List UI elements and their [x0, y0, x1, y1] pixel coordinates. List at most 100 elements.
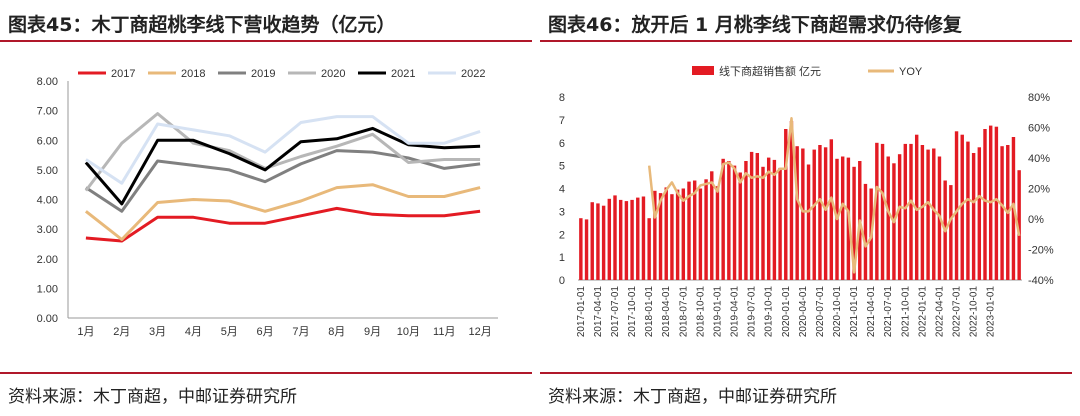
bar	[932, 148, 936, 280]
bar	[630, 199, 634, 280]
legend-label: 2022	[461, 68, 485, 80]
x-tick-label: 2022-04-01	[935, 286, 946, 338]
x-tick-label: 2022-10-01	[969, 286, 980, 338]
chart-panel-demand: 图表46：放开后 1 月桃李线下商超需求仍待修复 0 1 2 3 4 5 6 7 8 -40% -2…	[540, 0, 1080, 416]
y-left-tick-label: 1	[559, 252, 565, 264]
bar	[806, 164, 811, 280]
source-note: 资料来源：木丁商超，中邮证券研究所	[8, 387, 297, 407]
bar	[772, 159, 777, 280]
x-tick-label: 2019-07-01	[747, 286, 758, 338]
bar	[977, 147, 982, 280]
bar	[778, 167, 782, 280]
x-tick-label: 2017-07-01	[610, 286, 621, 338]
bar	[949, 185, 953, 280]
y-right-tick-label: 80%	[1028, 92, 1050, 104]
x-tick-label: 2018-10-01	[695, 286, 706, 338]
bar	[1017, 170, 1021, 280]
series-line-2017	[85, 206, 481, 243]
x-tick-label: 2020-07-01	[815, 286, 826, 338]
y-tick-label: 4.00	[37, 195, 58, 207]
x-tick-label: 2020-10-01	[832, 286, 843, 338]
bar	[738, 172, 742, 280]
bar	[704, 179, 708, 280]
bar	[670, 194, 674, 280]
bar	[852, 166, 856, 280]
source-divider	[0, 372, 532, 374]
bar	[801, 148, 805, 280]
bar	[698, 188, 703, 280]
x-tick-label: 8月	[328, 326, 345, 338]
x-tick-label: 2017-04-01	[593, 286, 604, 338]
bar	[886, 156, 890, 280]
chart-panel-revenue-trend: 图表45：木丁商超桃李线下营收趋势（亿元） 0.00 1.00 2.00 3.00 4.…	[0, 14, 532, 407]
bar	[687, 181, 691, 280]
legend-label: 线下商超销售额 亿元	[719, 64, 821, 78]
bar	[966, 141, 970, 280]
bar	[761, 166, 765, 280]
x-tick-label: 2021-07-01	[883, 286, 894, 338]
x-tick-label: 3月	[149, 326, 166, 338]
y-left-tick-label: 4	[559, 184, 565, 196]
y-right-tick-label: 60%	[1028, 123, 1050, 135]
x-tick-label: 2021-10-01	[900, 286, 911, 338]
bar	[960, 134, 964, 280]
bar	[880, 143, 885, 280]
bar	[829, 139, 834, 280]
x-tick-label: 2021-04-01	[866, 286, 877, 338]
source-note: 资料来源：木丁商超，中邮证券研究所	[548, 387, 837, 407]
legend-label: YOY	[899, 66, 923, 78]
source-divider	[540, 372, 1072, 374]
y-tick-label: 6.00	[37, 135, 58, 147]
bar	[971, 153, 976, 280]
bar	[727, 161, 731, 280]
y-tick-label: 5.00	[37, 165, 58, 177]
y-tick-label: 3.00	[37, 224, 58, 236]
x-tick-label: 6月	[257, 326, 274, 338]
title-divider	[0, 40, 532, 42]
y-right-tick-label: 40%	[1028, 153, 1050, 165]
bar	[909, 143, 913, 280]
x-tick-label: 2019-04-01	[730, 286, 741, 338]
bar	[653, 190, 657, 280]
x-tick-label: 2月	[113, 326, 130, 338]
bar	[954, 131, 959, 280]
legend-label: 2020	[321, 68, 345, 80]
legend-label: 2017	[111, 68, 135, 80]
y-right-tick-label: -20%	[1028, 245, 1054, 257]
bar	[875, 142, 879, 281]
series-line-2019	[85, 149, 481, 213]
bar	[749, 151, 754, 280]
bar	[692, 180, 697, 280]
x-tick-label: 2018-04-01	[661, 286, 672, 338]
x-tick-label: 5月	[221, 326, 238, 338]
x-tick-label: 7月	[292, 326, 309, 338]
legend-swatch-bar	[692, 66, 714, 75]
bar	[596, 203, 600, 280]
x-tick-label: 2019-01-01	[713, 286, 724, 338]
legend-label: 2018	[181, 68, 205, 80]
bar	[795, 146, 799, 280]
bar	[994, 126, 999, 280]
bar	[664, 187, 668, 280]
x-tick-label: 11月	[433, 326, 455, 338]
legend-label: 2021	[391, 68, 415, 80]
bar	[812, 149, 816, 280]
y-left-tick-label: 3	[559, 206, 565, 218]
x-tick-label: 2020-01-01	[781, 286, 792, 338]
bar	[681, 188, 686, 280]
bar-line-chart: 0 1 2 3 4 5 6 7 8 -40% -20% 0% 20% 40% 60% 80% 2017-01-0…	[559, 64, 1054, 338]
y-left-tick-label: 6	[559, 138, 565, 150]
bar	[766, 157, 771, 280]
y-left-tick-label: 7	[559, 115, 565, 127]
y-tick-label: 8.00	[37, 76, 58, 88]
x-tick-label: 12月	[468, 326, 491, 338]
y-right-tick-label: -40%	[1028, 275, 1054, 287]
y-left-tick-label: 2	[559, 229, 565, 241]
x-tick-label: 10月	[397, 326, 420, 338]
bar	[636, 197, 640, 280]
x-tick-label: 9月	[364, 326, 381, 338]
yoy-line	[647, 117, 1021, 274]
bar	[914, 134, 919, 280]
bar	[755, 153, 760, 280]
x-tick-label: 2021-01-01	[849, 286, 860, 338]
